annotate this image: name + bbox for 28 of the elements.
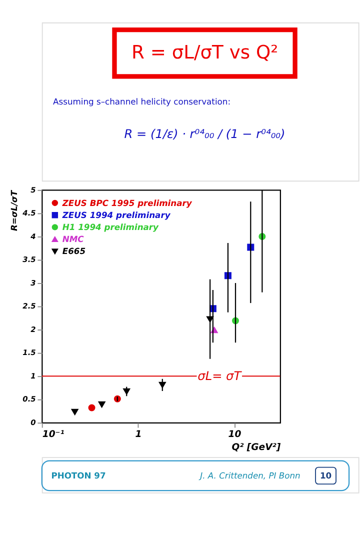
text: 10 [320, 470, 332, 480]
x-axis-title: Q² [GeV²] [232, 442, 282, 454]
x-tick-label: 10⁻¹ [42, 429, 64, 440]
chart-subtitle: Assuming s–channel helicity conservation: [53, 96, 231, 106]
y-tick-label: 2.5 [22, 302, 36, 311]
legend-label: ZEUS BPC 1995 preliminary [61, 198, 192, 208]
y-axis-title: R=σL/σT [9, 189, 20, 231]
legend-label: NMC [62, 234, 85, 244]
y-tick-label: 3.5 [22, 255, 36, 264]
y-tick-label: 2 [30, 324, 36, 334]
y-tick-label: 1 [30, 371, 36, 380]
ref-line-label: σL= σT [198, 368, 243, 383]
text: J. A. Crittenden, PI Bonn [198, 470, 300, 480]
text: PHOTON 97 [51, 470, 106, 480]
x-tick-label: 1 [135, 429, 142, 440]
y-tick-label: 0.5 [22, 394, 36, 404]
chart-title: R = σL/σT vs Q² [131, 42, 278, 64]
legend-label: ZEUS 1994 preliminary [61, 210, 171, 220]
y-tick-label: 5 [30, 185, 36, 194]
y-tick-label: 4 [30, 232, 36, 241]
y-tick-label: 3 [30, 278, 36, 288]
y-tick-label: 1.5 [22, 348, 36, 358]
text: R = (1/ε) · r⁰⁴₀₀ / (1 − r⁰⁴₀₀) [124, 126, 286, 141]
y-tick-label: 4.5 [22, 208, 36, 218]
legend-label: H1 1994 preliminary [62, 222, 160, 232]
legend-label: E665 [62, 246, 86, 256]
x-tick-label: 10 [228, 429, 242, 440]
y-tick-label: 0 [30, 418, 36, 427]
